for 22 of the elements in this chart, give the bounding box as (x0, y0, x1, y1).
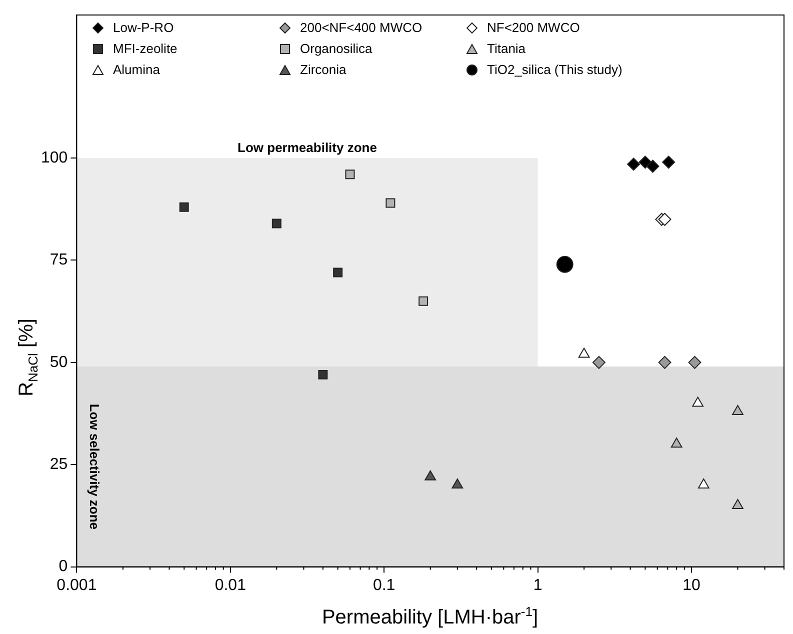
legend-label: NF<200 MWCO (487, 20, 580, 35)
y-tick-label: 100 (40, 149, 68, 166)
x-tick-label: 10 (682, 576, 700, 594)
y-tick-label: 0 (58, 558, 68, 576)
legend-label: Organosilica (300, 41, 372, 56)
x-tick-label: 0.001 (56, 576, 97, 594)
x-tick-label: 0.1 (372, 576, 396, 594)
band-label: Low selectivity zone (87, 404, 102, 530)
legend-label: TiO2_silica (This study) (487, 62, 622, 77)
y-tick-label: 50 (50, 354, 68, 371)
legend-label: Zirconia (300, 62, 346, 77)
band-label: Low permeability zone (238, 140, 377, 156)
legend-label: Titania (487, 41, 526, 56)
y-tick-label: 25 (50, 456, 68, 474)
y-tick-label: 75 (50, 252, 68, 269)
legend-label: Alumina (113, 62, 160, 77)
x-tick-label: 0.01 (214, 576, 246, 594)
legend-label: MFI-zeolite (113, 41, 178, 56)
legend-label: 200<NF<400 MWCO (300, 20, 422, 35)
x-axis-title: Permeability [LMH·bar$^{-1}$] (320, 604, 540, 630)
x-tick-label: 1 (533, 576, 542, 594)
legend-label: Low-P-RO (113, 20, 174, 35)
